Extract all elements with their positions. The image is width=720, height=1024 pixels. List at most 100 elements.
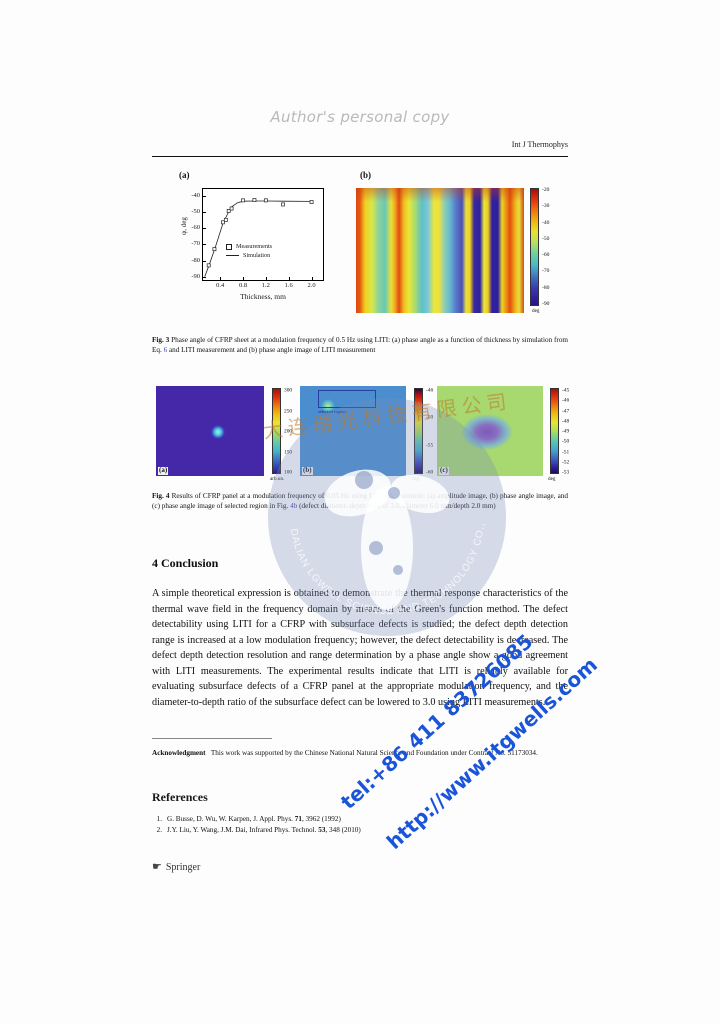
y-tick-label: -50 <box>191 207 200 215</box>
reference-item: 2. J.Y. Liu, Y. Wang, J.M. Dai, Infrared … <box>152 825 568 836</box>
figure-4a-colorbar: 300 250 200 150 100 <box>272 387 292 475</box>
x-tick-mark <box>220 277 222 280</box>
colorbar-tick-label: -50 <box>562 438 570 445</box>
y-tick-mark <box>203 276 206 278</box>
reference-text: G. Busse, D. Wu, W. Karpen, J. Appl. Phy… <box>167 815 341 823</box>
plot-legend: Measurements Simulation <box>226 242 272 261</box>
line-icon <box>226 255 239 257</box>
plot-canvas <box>204 198 314 277</box>
figure-3-caption: Fig. 3 Phase angle of CFRP sheet at a mo… <box>152 336 568 356</box>
x-tick-label: 1.6 <box>284 282 293 289</box>
x-tick-label: 2.0 <box>307 282 316 289</box>
conclusion-paragraph: A simple theoretical expression is obtai… <box>152 588 568 708</box>
y-tick-mark <box>203 195 206 197</box>
figure-3-caption-text-1: Phase angle of CFRP sheet at a modulatio… <box>152 336 569 354</box>
acknowledgment: Acknowledgment This work was supported b… <box>152 748 568 758</box>
section-heading-conclusion: 4 Conclusion <box>152 556 219 570</box>
header-divider <box>152 156 568 157</box>
open-square-icon <box>226 243 232 250</box>
legend-label-simulation: Simulation <box>243 252 271 260</box>
y-tick-label: -60 <box>191 223 200 231</box>
colorbar-tick-label: 300 <box>284 387 293 394</box>
figure-4b-tag: (b) <box>302 466 313 475</box>
figure-4-caption: Fig. 4 Results of CFRP panel at a modula… <box>152 492 568 512</box>
x-tick-mark <box>243 277 244 280</box>
colorbar-tick-label: 150 <box>284 448 293 455</box>
publisher-name: Springer <box>165 862 201 873</box>
colorbar-tick-label: -60 <box>426 469 434 476</box>
colorbar-tick-label: -47 <box>562 407 570 414</box>
colorbar-tick-label: -52 <box>562 459 570 466</box>
reference-number: 1. <box>156 815 162 823</box>
phase-angle-thickness-plot: φ, deg -40 -50 -60 -70 -80 -90 0.4 0.8 1.2 1.6 2.0… <box>170 184 335 306</box>
selected-region-label: selected region <box>318 409 346 414</box>
figure-4c-colorbar: -45 -46 -47 -48 -49 -50 -51 -52 -53 <box>550 387 569 475</box>
x-axis-label: Thickness, mm <box>240 292 286 301</box>
plot-frame: -40 -50 -60 -70 -80 -90 0.4 0.8 1.2 1.6 2.0 <box>191 188 324 289</box>
legend-label-measurements: Measurements <box>236 243 273 250</box>
acknowledgment-text: This work was supported by the Chinese N… <box>210 749 538 757</box>
acknowledgment-divider <box>152 738 272 739</box>
colorbar-tick-label: -45 <box>562 387 570 394</box>
reference-item: 1. G. Busse, D. Wu, W. Karpen, J. Appl. P… <box>152 814 568 825</box>
reference-volume: 53 <box>318 825 326 834</box>
figure-4-caption-text-2: (defect diameter–depth ratio of 3.0, dia… <box>297 501 496 510</box>
y-tick-label: -40 <box>191 191 200 199</box>
figure-4b-colorbar: -46 -50 -55 -60 <box>414 387 433 475</box>
acknowledgment-label: Acknowledgment <box>152 749 206 757</box>
colorbar-tick-label: -49 <box>562 428 570 435</box>
colorbar-tick-label: -40 <box>542 219 550 226</box>
figure-3a-tag: (a) <box>179 170 190 180</box>
y-tick-label: -90 <box>191 272 200 280</box>
springer-mark-icon: ☛ <box>152 861 162 873</box>
phase-angle-selected-region-image: (c) <box>437 386 543 476</box>
amplitude-image: (a) <box>156 386 264 476</box>
figure-3-caption-label: Fig. 3 <box>152 336 170 344</box>
colorbar-tick-label: -60 <box>542 252 550 259</box>
selected-region-box <box>318 390 376 408</box>
y-tick-label: -80 <box>191 256 200 264</box>
colorbar-tick-label: -48 <box>562 418 570 425</box>
x-tick-mark <box>265 277 267 280</box>
phase-angle-image-stripes <box>356 188 524 313</box>
figure-3b-colorbar-unit: deg <box>532 308 540 314</box>
journal-name: Int J Thermophys <box>511 140 568 149</box>
figure-3b-tag: (b) <box>360 170 371 180</box>
colorbar-tick-label: -53 <box>562 469 570 476</box>
colorbar-tick-label: -20 <box>542 187 550 194</box>
legend-measurements: Measurements <box>226 242 272 251</box>
figure-4a-tag: (a) <box>158 466 169 475</box>
x-tick-label: 1.2 <box>261 282 270 289</box>
x-tick-label: 0.8 <box>238 282 248 289</box>
figure-4-caption-xref: 4b <box>290 501 298 510</box>
x-tick-mark <box>311 277 313 280</box>
author-personal-copy-watermark: Author's personal copy <box>270 108 450 126</box>
figure-4c-colorbar-unit: deg <box>548 476 556 482</box>
phase-angle-image-panel: selected region (b) <box>300 386 406 476</box>
colorbar-tick-label: -80 <box>542 284 550 291</box>
colorbar-tick-label: 200 <box>284 428 293 435</box>
colorbar-tick-label: -46 <box>562 397 570 404</box>
reference-list: 1. G. Busse, D. Wu, W. Karpen, J. Appl. P… <box>152 814 568 836</box>
figure-3-caption-xref: 6 <box>163 345 168 354</box>
y-tick-mark <box>203 211 206 213</box>
figure-4: (a) 300 250 200 150 100 arb.un. selected reg… <box>152 386 569 482</box>
figure-4b-colorbar-unit: deg <box>412 476 420 482</box>
colorbar-tick-label: -51 <box>562 448 570 455</box>
legend-simulation: Simulation <box>226 251 272 260</box>
figure-4-caption-label: Fig. 4 <box>152 492 170 500</box>
figure-4c-tag: (c) <box>439 466 449 475</box>
reference-volume: 71 <box>294 815 302 823</box>
publisher-logo: ☛ Springer <box>152 861 201 874</box>
y-tick-label: -70 <box>191 240 200 247</box>
y-tick-mark <box>203 228 206 229</box>
reference-number: 2. <box>156 825 162 834</box>
figure-3-caption-text-2: and LITI measurement and (b) phase angle… <box>167 345 376 354</box>
reference-text: J.Y. Liu, Y. Wang, J.M. Dai, Infrared Ph… <box>167 825 361 834</box>
y-tick-mark <box>203 244 206 246</box>
y-axis-label: φ, deg <box>180 217 188 235</box>
colorbar-tick-label: -90 <box>542 301 550 308</box>
x-tick-mark <box>288 277 290 280</box>
figure-3b-colorbar: -20 -30 -40 -50 -60 -70 -80 -90 <box>530 188 549 307</box>
